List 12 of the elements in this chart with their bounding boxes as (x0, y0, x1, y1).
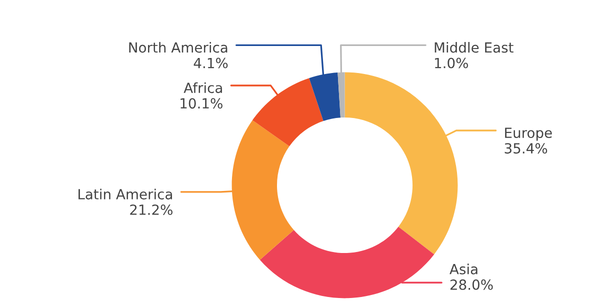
slice-label: Africa (184, 82, 222, 94)
data-label: 28.0% (450, 279, 493, 290)
data-label: 10.1% (180, 98, 222, 109)
slice-label: Europe (505, 128, 552, 141)
slice-label: Latin America (78, 188, 172, 200)
data-label: 4.1% (194, 58, 228, 68)
data-label: 1.0% (435, 58, 468, 68)
slice-label: North America (129, 42, 228, 53)
slice-label: Asia (450, 264, 478, 274)
slice-label: Middle East (434, 42, 514, 53)
data-label: 21.2% (130, 204, 172, 216)
data-label: 35.4% (504, 143, 548, 154)
